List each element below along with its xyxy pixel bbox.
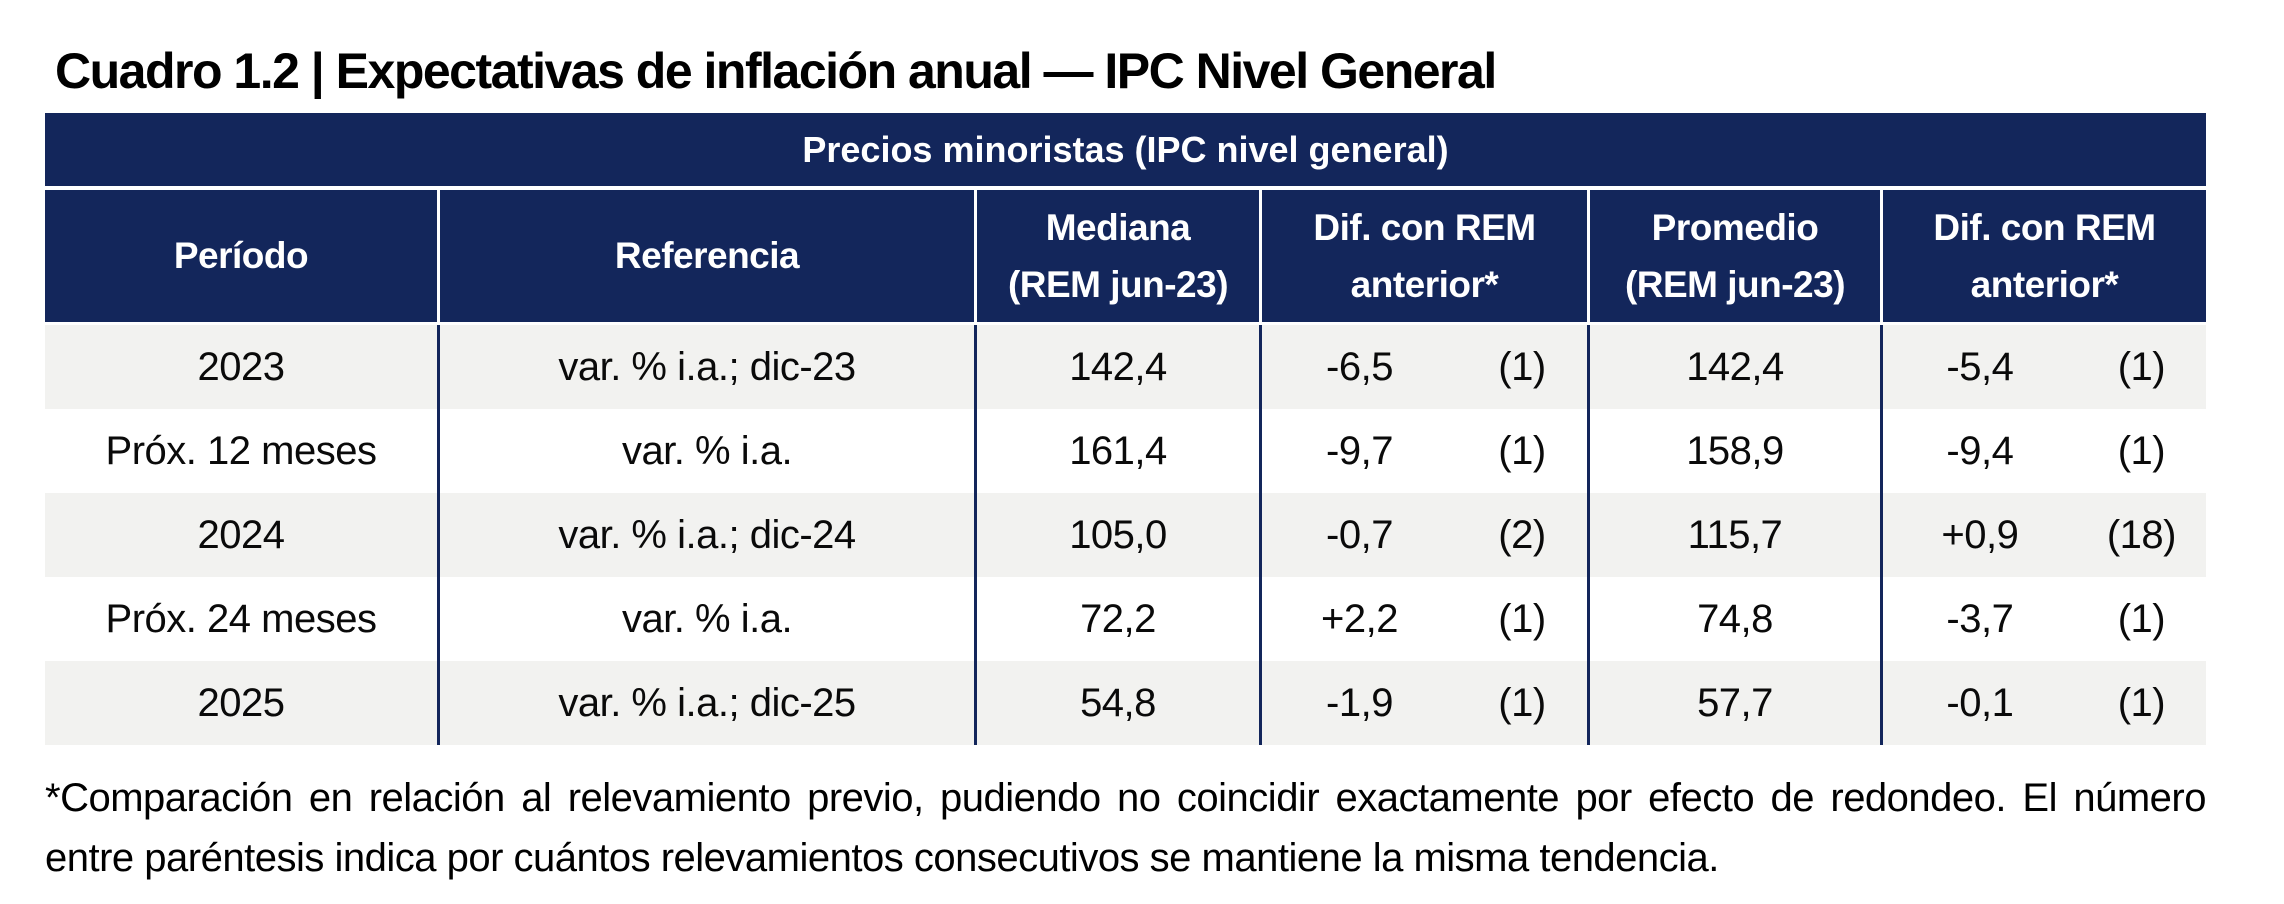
dif-count: (1): [2117, 680, 2166, 725]
cell-dif-mediana: -1,9 (1): [1259, 661, 1587, 745]
cell-dif-mediana: +2,2 (1): [1259, 577, 1587, 661]
table-header-row: Período Referencia Mediana (REM jun-23) …: [45, 190, 2206, 322]
header-cell-referencia: Referencia: [437, 190, 974, 322]
cell-referencia: var. % i.a.: [437, 577, 974, 661]
dif-value: -1,9: [1326, 680, 1393, 725]
page-title: Cuadro 1.2 | Expectativas de inflación a…: [55, 43, 1497, 99]
cell-dif-mediana: -6,5 (1): [1259, 325, 1587, 409]
cell-referencia: var. % i.a.: [437, 409, 974, 493]
cell-dif-mediana: -9,7 (1): [1259, 409, 1587, 493]
header-cell-periodo: Período: [45, 190, 437, 322]
header-cell-dif-promedio: Dif. con REM anterior*: [1880, 190, 2206, 322]
dif-count: (1): [2117, 428, 2166, 473]
dif-value: -5,4: [1946, 344, 2014, 389]
cell-promedio: 142,4: [1587, 325, 1880, 409]
cell-dif-mediana: -0,7 (2): [1259, 493, 1587, 577]
cell-promedio: 158,9: [1587, 409, 1880, 493]
cell-mediana: 54,8: [974, 661, 1259, 745]
dif-count: (1): [1498, 344, 1546, 389]
dif-count: (1): [2117, 596, 2166, 641]
dif-count: (1): [2117, 344, 2166, 389]
cell-periodo: 2023: [197, 344, 285, 389]
dif-count: (18): [2106, 512, 2177, 557]
cell-periodo: 2024: [197, 512, 285, 557]
dif-value: -9,4: [1946, 428, 2014, 473]
dif-value: -3,7: [1946, 596, 2014, 641]
cell-periodo: Próx. 24 meses: [105, 596, 377, 641]
cell-promedio: 57,7: [1587, 661, 1880, 745]
dif-value: -6,5: [1326, 344, 1393, 389]
footnote: *Comparación en relación al relevamiento…: [45, 776, 2207, 880]
cell-dif-promedio: +0,9 (18): [1880, 493, 2206, 577]
cell-promedio: 115,7: [1587, 493, 1880, 577]
dif-count: (1): [1498, 428, 1546, 473]
table-row: 2024 var. % i.a.; dic-24 105,0 -0,7 (2) …: [45, 493, 2206, 577]
header-cell-dif-mediana: Dif. con REM anterior*: [1259, 190, 1587, 322]
table-row: 2023 var. % i.a.; dic-23 142,4 -6,5 (1) …: [45, 325, 2206, 409]
dif-value: -9,7: [1326, 428, 1393, 473]
cell-mediana: 161,4: [974, 409, 1259, 493]
dif-value: -0,7: [1326, 512, 1393, 557]
cell-dif-promedio: -9,4 (1): [1880, 409, 2206, 493]
cell-promedio: 74,8: [1587, 577, 1880, 661]
cell-mediana: 72,2: [974, 577, 1259, 661]
header-cell-mediana: Mediana (REM jun-23): [974, 190, 1259, 322]
cell-periodo: Próx. 12 meses: [105, 428, 377, 473]
dif-value: +0,9: [1941, 512, 2019, 557]
cell-referencia: var. % i.a.; dic-24: [437, 493, 974, 577]
cell-mediana: 105,0: [974, 493, 1259, 577]
dif-count: (2): [1498, 512, 1546, 557]
inflation-expectations-table: Precios minoristas (IPC nivel general) P…: [45, 113, 2206, 745]
cell-mediana: 142,4: [974, 325, 1259, 409]
dif-value: +2,2: [1321, 596, 1398, 641]
cell-dif-promedio: -5,4 (1): [1880, 325, 2206, 409]
cell-dif-promedio: -3,7 (1): [1880, 577, 2206, 661]
table-row: Próx. 24 meses var. % i.a. 72,2 +2,2 (1)…: [45, 577, 2206, 661]
dif-value: -0,1: [1946, 680, 2014, 725]
cell-periodo: 2025: [197, 680, 285, 725]
table-band-header: Precios minoristas (IPC nivel general): [45, 113, 2206, 186]
dif-count: (1): [1498, 680, 1546, 725]
cell-referencia: var. % i.a.; dic-23: [437, 325, 974, 409]
table-row: 2025 var. % i.a.; dic-25 54,8 -1,9 (1) 5…: [45, 661, 2206, 745]
cell-dif-promedio: -0,1 (1): [1880, 661, 2206, 745]
header-cell-promedio: Promedio (REM jun-23): [1587, 190, 1880, 322]
cell-referencia: var. % i.a.; dic-25: [437, 661, 974, 745]
table-row: Próx. 12 meses var. % i.a. 161,4 -9,7 (1…: [45, 409, 2206, 493]
dif-count: (1): [1498, 596, 1546, 641]
